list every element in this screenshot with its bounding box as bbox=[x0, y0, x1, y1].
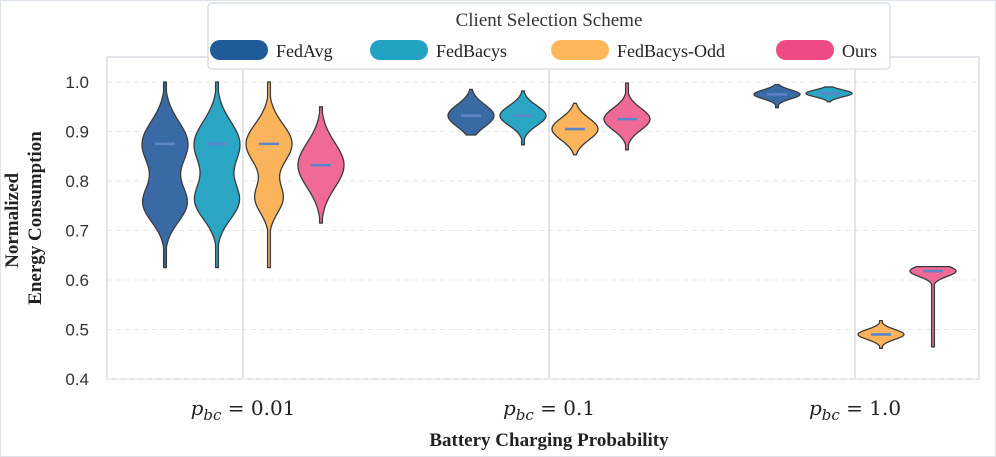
legend-label: FedBacys bbox=[436, 41, 507, 61]
violin-ours-group-2 bbox=[603, 82, 651, 151]
x-category-label: pbc = 1.0 bbox=[809, 396, 901, 424]
violin-fedbacys-group-2 bbox=[499, 90, 547, 146]
y-tick-label: 0.8 bbox=[65, 172, 89, 191]
legend: Client Selection Scheme FedAvg FedBacys Fe… bbox=[207, 2, 891, 70]
plot-area bbox=[106, 56, 980, 380]
legend-label: FedBacys-Odd bbox=[617, 41, 725, 61]
legend-swatch-fedbacys-odd bbox=[551, 40, 609, 60]
y-tick-label: 0.7 bbox=[65, 222, 89, 241]
y-tick-label: 0.4 bbox=[65, 370, 89, 389]
legend-swatch-fedbacys bbox=[370, 40, 428, 60]
y-tick-label: 0.5 bbox=[65, 321, 89, 340]
x-category-label: pbc = 0.01 bbox=[191, 396, 296, 424]
legend-title: Client Selection Scheme bbox=[456, 10, 643, 31]
gridlines bbox=[107, 57, 979, 380]
violin-fedavg-group-1 bbox=[141, 81, 189, 269]
x-categories: pbc = 0.01 pbc = 0.1 pbc = 1.0 bbox=[191, 396, 901, 424]
y-ticks: 0.4 0.5 0.6 0.7 0.8 0.9 1.0 bbox=[65, 73, 89, 389]
y-tick-label: 0.9 bbox=[65, 123, 89, 142]
violin-fedbacys-group-1 bbox=[193, 81, 241, 269]
legend-label: FedAvg bbox=[276, 41, 333, 61]
legend-swatch-ours bbox=[776, 40, 834, 60]
y-tick-label: 1.0 bbox=[65, 73, 89, 92]
legend-swatch-fedavg bbox=[210, 40, 268, 60]
violin-fedavg-group-2 bbox=[447, 88, 495, 136]
violin-fedbacys-odd-group-1 bbox=[245, 81, 293, 269]
violin-fedavg-group-3 bbox=[753, 83, 801, 109]
legend-items: FedAvg FedBacys FedBacys-Odd Ours bbox=[210, 40, 877, 61]
violin-ours-group-3 bbox=[909, 265, 957, 348]
y-axis-label: Normalized Energy Consumption bbox=[2, 131, 46, 305]
violins bbox=[141, 81, 957, 349]
x-category-label: pbc = 0.1 bbox=[503, 396, 595, 424]
x-axis-label: Battery Charging Probability bbox=[429, 430, 669, 451]
legend-label: Ours bbox=[842, 41, 877, 61]
y-tick-label: 0.6 bbox=[65, 271, 89, 290]
